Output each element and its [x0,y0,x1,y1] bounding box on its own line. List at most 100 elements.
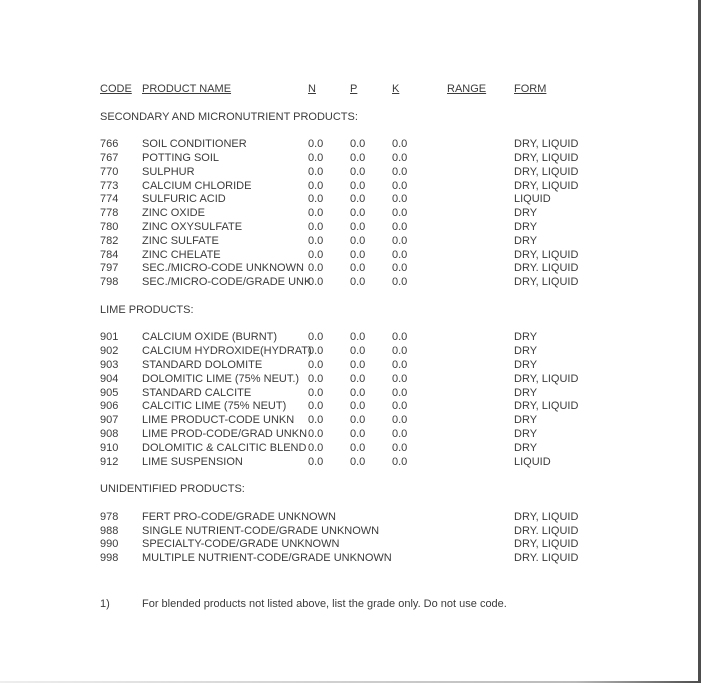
cell-product-name: DOLOMITIC LIME (75% NEUT.) [142,372,300,385]
cell-product-name: STANDARD DOLOMITE [142,358,263,371]
cell-form: DRY [514,234,538,247]
cell-product-name: LIME SUSPENSION [142,455,243,468]
cell-form: DRY, LIQUID [514,151,579,164]
cell-code: 907 [100,414,119,427]
cell-form: LIQUID [514,455,551,468]
table-row: 978 FERT PRO-CODE/GRADE UNKNOWN DRY, LIQ… [100,511,595,525]
cell-k: 0.0 [392,358,408,371]
cell-form: DRY [514,220,538,233]
cell-p: 0.0 [350,400,366,413]
cell-code: 767 [100,151,119,164]
cell-form: DRY, LIQUID [514,400,579,413]
cell-k: 0.0 [392,441,408,454]
cell-code: 766 [100,138,119,151]
cell-range [447,180,514,194]
cell-p: 0.0 [350,345,366,358]
cell-n: 0.0 [308,179,324,192]
cell-code: 908 [100,427,119,440]
cell-range [447,428,514,442]
cell-p: 0.0 [350,386,366,399]
cell-form: DRY [514,331,538,344]
cell-n: 0.0 [308,151,324,164]
table-row: 798 SEC./MICRO-CODE/GRADE UNK 0.0 0.0 0.… [100,276,595,290]
cell-form: DRY, LIQUID [514,248,579,261]
cell-range [447,262,514,276]
cell-p: 0.0 [350,138,366,151]
cell-n: 0.0 [308,331,324,344]
cell-product-name: CALCIUM HYDROXIDE(HYDRAT) [142,345,312,358]
cell-code: 978 [100,510,119,523]
cell-k: 0.0 [392,193,408,206]
table-row: 912 LIME SUSPENSION 0.0 0.0 0.0 LIQUID [100,456,595,470]
cell-product-name: LIME PRODUCT-CODE UNKN [142,414,295,427]
cell-product-name: ZINC OXYSULFATE [142,220,243,233]
cell-k: 0.0 [392,372,408,385]
cell-product-name: DOLOMITIC & CALCITIC BLEND [142,441,307,454]
cell-p [350,538,392,552]
cell-code: 910 [100,441,119,454]
table-row: 774 SULFURIC ACID 0.0 0.0 0.0 LIQUID [100,193,595,207]
cell-p: 0.0 [350,358,366,371]
cell-k: 0.0 [392,220,408,233]
cell-p: 0.0 [350,220,366,233]
cell-n: 0.0 [308,455,324,468]
table-row: 770 SULPHUR 0.0 0.0 0.0 DRY, LIQUID [100,166,595,180]
cell-n: 0.0 [308,386,324,399]
cell-form: DRY [514,358,538,371]
cell-p: 0.0 [350,151,366,164]
cell-p: 0.0 [350,207,366,220]
cell-p: 0.0 [350,455,366,468]
cell-range [447,249,514,263]
cell-p: 0.0 [350,427,366,440]
cell-k [392,552,447,566]
table-row: 910 DOLOMITIC & CALCITIC BLEND 0.0 0.0 0… [100,442,595,456]
column-header-form: FORM [514,83,547,95]
cell-code: 998 [100,552,119,565]
cell-n: 0.0 [308,358,324,371]
column-header-product-name: PRODUCT NAME [142,83,232,95]
cell-p: 0.0 [350,165,366,178]
cell-k: 0.0 [392,138,408,151]
cell-range [447,442,514,456]
cell-product-name: STANDARD CALCITE [142,386,252,399]
section-rows: 766 SOIL CONDITIONER 0.0 0.0 0.0 DRY, LI… [100,138,595,290]
cell-p: 0.0 [350,262,366,275]
cell-code: 912 [100,455,119,468]
cell-n: 0.0 [308,193,324,206]
cell-form: DRY [514,345,538,358]
cell-n: 0.0 [308,262,324,275]
cell-code: 798 [100,276,119,289]
cell-product-name: SPECIALTY-CODE/GRADE UNKNOWN [142,538,340,551]
cell-n: 0.0 [308,276,324,289]
cell-p: 0.0 [350,248,366,261]
cell-n: 0.0 [308,441,324,454]
cell-form: DRY, LIQUID [514,372,579,385]
cell-code: 903 [100,358,119,371]
table-row: 780 ZINC OXYSULFATE 0.0 0.0 0.0 DRY [100,221,595,235]
cell-product-name: SEC./MICRO-CODE/GRADE UNK [142,276,312,289]
cell-form: DRY [514,386,538,399]
cell-range [447,538,514,552]
cell-n: 0.0 [308,427,324,440]
cell-p: 0.0 [350,179,366,192]
cell-k: 0.0 [392,207,408,220]
cell-code: 988 [100,524,119,537]
cell-product-name: SULPHUR [142,165,195,178]
column-header-n: N [308,83,316,95]
cell-code: 778 [100,207,119,220]
cell-product-name: ZINC OXIDE [142,207,205,220]
footnote-marker: 1) [100,597,110,610]
product-code-table: CODE PRODUCT NAME N P K RANGE FORM SECON… [100,83,595,612]
cell-form: DRY, LIQUID [514,138,579,151]
section-rows: 901 CALCIUM OXIDE (BURNT) 0.0 0.0 0.0 DR… [100,331,595,469]
cell-k: 0.0 [392,262,408,275]
cell-product-name: ZINC SULFATE [142,234,219,247]
cell-range [447,400,514,414]
cell-code: 990 [100,538,119,551]
cell-form: DRY, LIQUID [514,179,579,192]
cell-k: 0.0 [392,427,408,440]
cell-n: 0.0 [308,345,324,358]
table-row: 904 DOLOMITIC LIME (75% NEUT.) 0.0 0.0 0… [100,373,595,387]
cell-k [392,525,447,539]
cell-range [447,331,514,345]
